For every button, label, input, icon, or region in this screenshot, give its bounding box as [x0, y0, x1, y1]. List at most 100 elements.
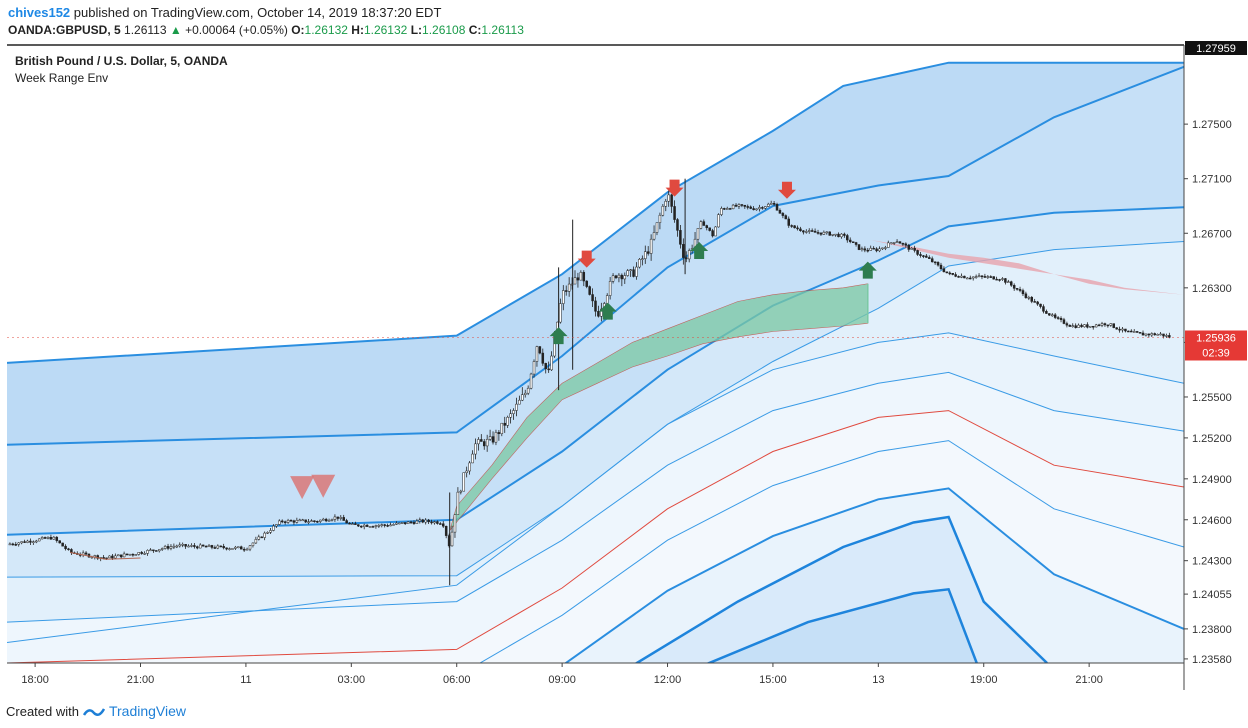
candle-body [573, 277, 577, 285]
buy-arrow-icon [690, 241, 709, 259]
footer: Created with TradingView [6, 703, 186, 719]
candle-body [137, 552, 141, 555]
candle-body [119, 554, 123, 558]
candle-body [977, 275, 981, 278]
candle-body [239, 546, 243, 550]
y-tick-label: 1.26300 [1192, 283, 1232, 295]
time-axis[interactable]: 18:00 21:00 11 03:00 06:00 09:00 12:00 15:00 13 1… [21, 663, 1103, 686]
candle-body [415, 520, 419, 524]
candle-body [734, 204, 738, 207]
y-tick-label: 1.25500 [1192, 392, 1232, 404]
candle-body [149, 549, 152, 552]
candle-body [128, 553, 132, 556]
candle-body [310, 520, 313, 522]
candle-body [948, 272, 952, 275]
candle-body [383, 524, 386, 526]
candle-body [26, 540, 29, 543]
y-tick-label: 1.27500 [1192, 119, 1232, 131]
candle-body [857, 244, 861, 250]
candle-body [544, 363, 547, 370]
band-line-red-line [7, 410, 1184, 663]
candle-body [357, 524, 360, 527]
candle-body [828, 231, 831, 236]
candle-body [251, 542, 255, 546]
candle-body [1132, 331, 1136, 333]
candle-body [529, 373, 533, 389]
candle-body [989, 276, 993, 278]
candle-body [178, 544, 181, 547]
candle-body [922, 255, 925, 257]
candle-body [562, 290, 565, 304]
candle-body [117, 554, 120, 557]
band-line-upper-outer [7, 61, 1184, 364]
candle-body [541, 352, 545, 364]
candle-body [503, 422, 506, 426]
candle-body [1100, 323, 1104, 326]
candle-body [20, 541, 23, 544]
candle-body [152, 549, 155, 552]
candle-body [860, 248, 864, 250]
candle-body [111, 555, 114, 559]
band-line-lower-3 [634, 515, 1048, 663]
band-line-upper-mid [7, 65, 1184, 446]
candle-body [638, 259, 641, 268]
candle-body [664, 200, 668, 207]
candle-body [406, 521, 410, 525]
top-price-tag: 1.27959 [1185, 41, 1247, 55]
candle-body [641, 258, 644, 260]
candle-body [1074, 325, 1077, 328]
cloud-area [449, 283, 869, 531]
tradingview-brand[interactable]: TradingView [108, 703, 187, 719]
x-tick-label: 13 [872, 674, 884, 686]
candle-body [108, 555, 111, 559]
candle-body [1156, 334, 1159, 336]
candle-body [321, 518, 325, 521]
x-tick-label: 19:00 [970, 674, 998, 686]
candle-body [872, 247, 875, 250]
x-tick-label: 09:00 [548, 674, 576, 686]
candle-body [298, 519, 302, 522]
legend-indicator[interactable]: Week Range Env [15, 71, 108, 85]
candle-body [1147, 333, 1151, 336]
candle-body [131, 553, 135, 556]
candle-body [974, 276, 978, 278]
candle-body [143, 553, 146, 555]
candle-body [846, 235, 849, 241]
candle-body [392, 524, 395, 526]
sell-arrow-icon [665, 179, 684, 197]
candle-body [1001, 278, 1004, 280]
candle-body [371, 526, 375, 528]
candle-body [482, 441, 486, 447]
price-chart[interactable]: 1.275001.271001.267001.263001.259001.255… [0, 0, 1248, 700]
candle-body [661, 205, 665, 216]
candle-body [728, 208, 732, 210]
candle-body [32, 541, 35, 543]
candle-body [37, 538, 41, 542]
candle-body [468, 462, 471, 472]
candle-body [403, 522, 407, 525]
candle-body [611, 275, 615, 282]
candle-body [837, 233, 840, 238]
candle-body [330, 519, 334, 521]
candle-body [105, 557, 108, 560]
y-tick-label: 1.24300 [1192, 556, 1232, 568]
candle-body [216, 545, 220, 549]
candle-body [327, 520, 331, 522]
candle-body [939, 264, 943, 269]
candle-body [951, 273, 954, 275]
candle-body [1018, 289, 1022, 291]
candle-body [125, 553, 129, 556]
candle-body [122, 553, 126, 558]
candle-body [851, 241, 855, 243]
author-username[interactable]: chives152 [8, 5, 71, 20]
candle-body [772, 203, 776, 205]
top-price-label: 1.27959 [1196, 43, 1236, 55]
candle-body [488, 436, 492, 440]
price-axis[interactable]: 1.275001.271001.267001.263001.259001.255… [1184, 119, 1232, 666]
candle-body [46, 537, 50, 539]
candle-body [398, 522, 401, 525]
candle-body [1048, 313, 1051, 316]
candle-body [8, 543, 12, 546]
candle-body [623, 275, 627, 280]
candle-body [1071, 325, 1074, 327]
